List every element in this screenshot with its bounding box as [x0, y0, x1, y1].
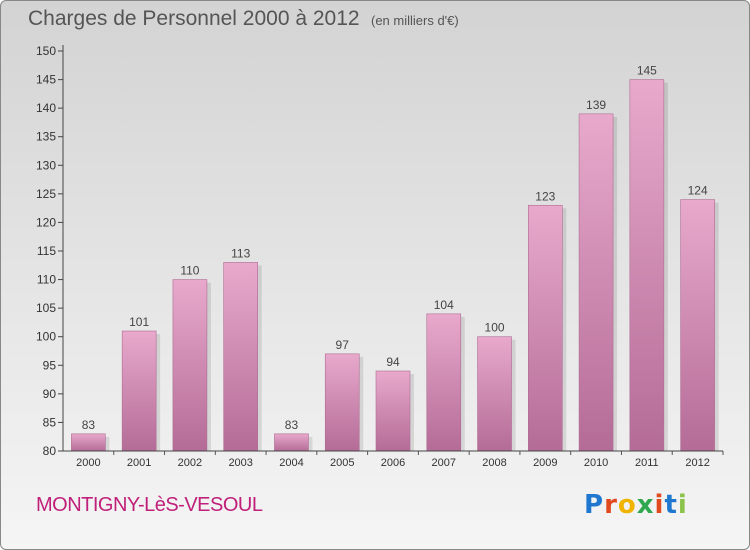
y-tick-label: 120	[36, 215, 56, 229]
x-tick-label: 2004	[279, 457, 303, 469]
chart-subtitle: (en milliers d'€)	[371, 13, 459, 28]
data-label: 123	[535, 189, 555, 203]
data-label: 110	[180, 264, 199, 278]
logo-letter: t	[664, 490, 678, 520]
data-label: 94	[386, 355, 400, 369]
logo-letter: o	[617, 490, 637, 520]
bar	[274, 433, 309, 452]
bar	[172, 279, 208, 452]
bar	[121, 330, 157, 452]
data-label: 145	[637, 64, 657, 78]
logo-letter: x	[636, 490, 655, 520]
y-tick-label: 80	[43, 444, 57, 458]
y-tick-label: 140	[36, 101, 56, 115]
bar	[680, 199, 715, 452]
data-label: 100	[485, 321, 505, 335]
x-tick-label: 2009	[533, 457, 557, 469]
data-label: 83	[82, 418, 96, 432]
x-tick-label: 2003	[228, 457, 252, 469]
x-tick-label: 2008	[482, 457, 506, 469]
chart-title: Charges de Personnel 2000 à 2012	[28, 7, 360, 30]
y-tick-label: 95	[43, 358, 57, 372]
x-tick-label: 2011	[635, 457, 659, 469]
y-tick-label: 135	[36, 130, 56, 144]
logo-letter: r	[604, 490, 618, 520]
bar	[578, 113, 614, 452]
x-tick-label: 2002	[178, 457, 202, 469]
x-tick-label: 2005	[330, 457, 354, 469]
y-tick-label: 125	[36, 187, 56, 201]
bar	[375, 370, 411, 452]
bar	[324, 353, 360, 452]
y-tick-label: 100	[36, 330, 56, 344]
data-label: 101	[129, 315, 149, 329]
bar	[71, 433, 106, 452]
x-tick-label: 2000	[76, 457, 100, 469]
y-tick-label: 130	[36, 158, 56, 172]
x-tick-label: 2012	[685, 457, 709, 469]
data-label: 97	[336, 338, 350, 352]
logo-letter: i	[654, 490, 665, 520]
bar	[528, 204, 563, 452]
bar	[477, 336, 512, 452]
y-tick-label: 85	[43, 415, 57, 429]
bar	[629, 79, 665, 452]
logo-letter: P	[584, 490, 605, 520]
data-label: 113	[231, 246, 250, 260]
y-tick-label: 145	[36, 73, 56, 87]
x-tick-label: 2006	[381, 457, 405, 469]
y-tick-label: 105	[36, 301, 56, 315]
y-tick-label: 115	[37, 244, 56, 258]
x-tick-label: 2010	[584, 457, 608, 469]
bar	[426, 313, 462, 452]
y-tick-label: 110	[37, 273, 56, 287]
y-tick-label: 150	[36, 44, 56, 58]
bar	[223, 262, 258, 452]
data-label: 83	[285, 418, 299, 432]
location-name: MONTIGNY-LèS-VESOUL	[36, 494, 263, 516]
data-label: 104	[434, 298, 454, 312]
x-tick-label: 2007	[432, 457, 456, 469]
data-label: 139	[586, 98, 606, 112]
x-tick-label: 2001	[127, 457, 151, 469]
data-label: 124	[688, 184, 708, 198]
logo-letter: i	[677, 490, 688, 520]
proxiti-logo: Proxiti	[584, 490, 688, 520]
y-tick-label: 90	[43, 387, 57, 401]
